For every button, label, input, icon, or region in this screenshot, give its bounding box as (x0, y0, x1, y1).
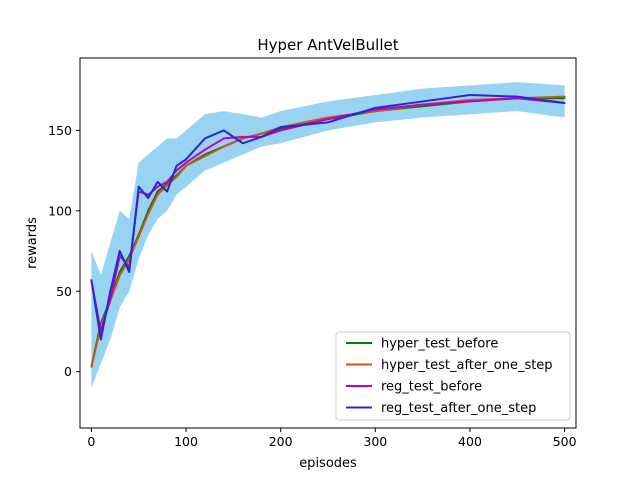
data-point (327, 121, 329, 124)
series-line (90, 94, 565, 341)
y-tick-label: 150 (48, 123, 72, 138)
data-point (204, 155, 206, 158)
data-point (99, 338, 102, 341)
y-tick-label: 50 (56, 284, 72, 299)
y-tick-label: 100 (48, 203, 72, 218)
data-point (241, 142, 244, 145)
data-point (241, 137, 244, 140)
x-axis-title: episodes (299, 456, 357, 471)
data-point (166, 180, 168, 183)
data-point (137, 185, 140, 188)
data-point (204, 148, 206, 151)
x-tick-label: 400 (458, 434, 482, 449)
data-point (156, 180, 159, 183)
data-point (563, 102, 566, 104)
data-point (166, 190, 168, 193)
data-point (109, 298, 112, 301)
legend-entry: reg_test_before (346, 380, 482, 395)
y-axis: 0 50 100 150 (48, 123, 80, 379)
legend-items: hyper_test_before hyper_test_after_one_st… (346, 337, 553, 416)
data-point (469, 94, 471, 96)
data-point (156, 185, 159, 188)
legend-label: hyper_test_after_one_step (381, 358, 553, 373)
legend-label: reg_test_after_one_step (381, 401, 536, 416)
data-point (421, 103, 424, 106)
legend-label: reg_test_before (381, 380, 482, 395)
data-point (90, 365, 93, 368)
y-tick-label: 0 (64, 364, 72, 379)
data-point (185, 164, 187, 167)
data-point (175, 169, 178, 172)
data-point (175, 176, 178, 178)
series-hyper-test-after-one-step (90, 95, 566, 368)
data-point (118, 274, 121, 277)
x-tick-label: 0 (87, 434, 95, 449)
data-point (469, 98, 471, 101)
data-point (175, 164, 178, 167)
x-tick-label: 100 (174, 434, 198, 449)
data-point (156, 190, 159, 193)
data-point (222, 145, 225, 148)
data-point (185, 158, 187, 161)
data-point (90, 279, 93, 281)
x-tick-label: 200 (269, 434, 293, 449)
data-point (166, 184, 168, 186)
legend-entry: reg_test_after_one_step (346, 401, 536, 416)
data-point (156, 193, 159, 196)
data-point (516, 97, 519, 100)
data-point (137, 235, 140, 238)
data-point (222, 137, 225, 140)
data-point (563, 95, 566, 98)
legend: hyper_test_before hyper_test_after_one_st… (335, 331, 571, 421)
series-hyper-test-before (90, 97, 566, 368)
data-point (128, 271, 131, 273)
legend-label: hyper_test_before (381, 337, 498, 352)
x-tick-label: 500 (553, 434, 577, 449)
series-line (90, 95, 565, 368)
data-point (421, 100, 424, 103)
data-point (279, 126, 282, 129)
data-point (563, 97, 566, 100)
data-point (118, 250, 121, 252)
data-point (241, 135, 244, 138)
data-point (147, 197, 150, 199)
data-point (279, 129, 282, 132)
y-axis-title: rewards (25, 217, 40, 269)
data-point (374, 106, 377, 109)
data-point (516, 95, 519, 98)
data-point (469, 100, 471, 103)
chart-title: Hyper AntVelBullet (257, 36, 398, 54)
legend-entry: hyper_test_before (346, 337, 498, 352)
data-point (222, 129, 225, 132)
series-reg-test-after-one-step (90, 94, 566, 341)
plot-frame (79, 57, 577, 429)
data-point (185, 161, 187, 164)
data-point (260, 132, 263, 135)
series-line (90, 97, 565, 368)
data-point (260, 135, 263, 138)
data-point (327, 116, 329, 119)
legend-box (335, 331, 571, 421)
x-tick-label: 300 (363, 434, 387, 449)
series-line (90, 97, 565, 333)
legend-entry: hyper_test_after_one_step (346, 358, 553, 373)
data-point (109, 290, 112, 293)
confidence-band-layer (91, 82, 565, 388)
data-point (204, 137, 206, 140)
confidence-band (91, 82, 565, 388)
series-layer (90, 94, 566, 368)
data-point (374, 110, 377, 112)
data-point (421, 105, 424, 108)
x-axis: 0 100 200 300 400 500 (87, 428, 577, 449)
data-point (327, 118, 329, 121)
data-point (147, 213, 150, 215)
data-point (147, 193, 150, 196)
data-point (118, 271, 121, 273)
